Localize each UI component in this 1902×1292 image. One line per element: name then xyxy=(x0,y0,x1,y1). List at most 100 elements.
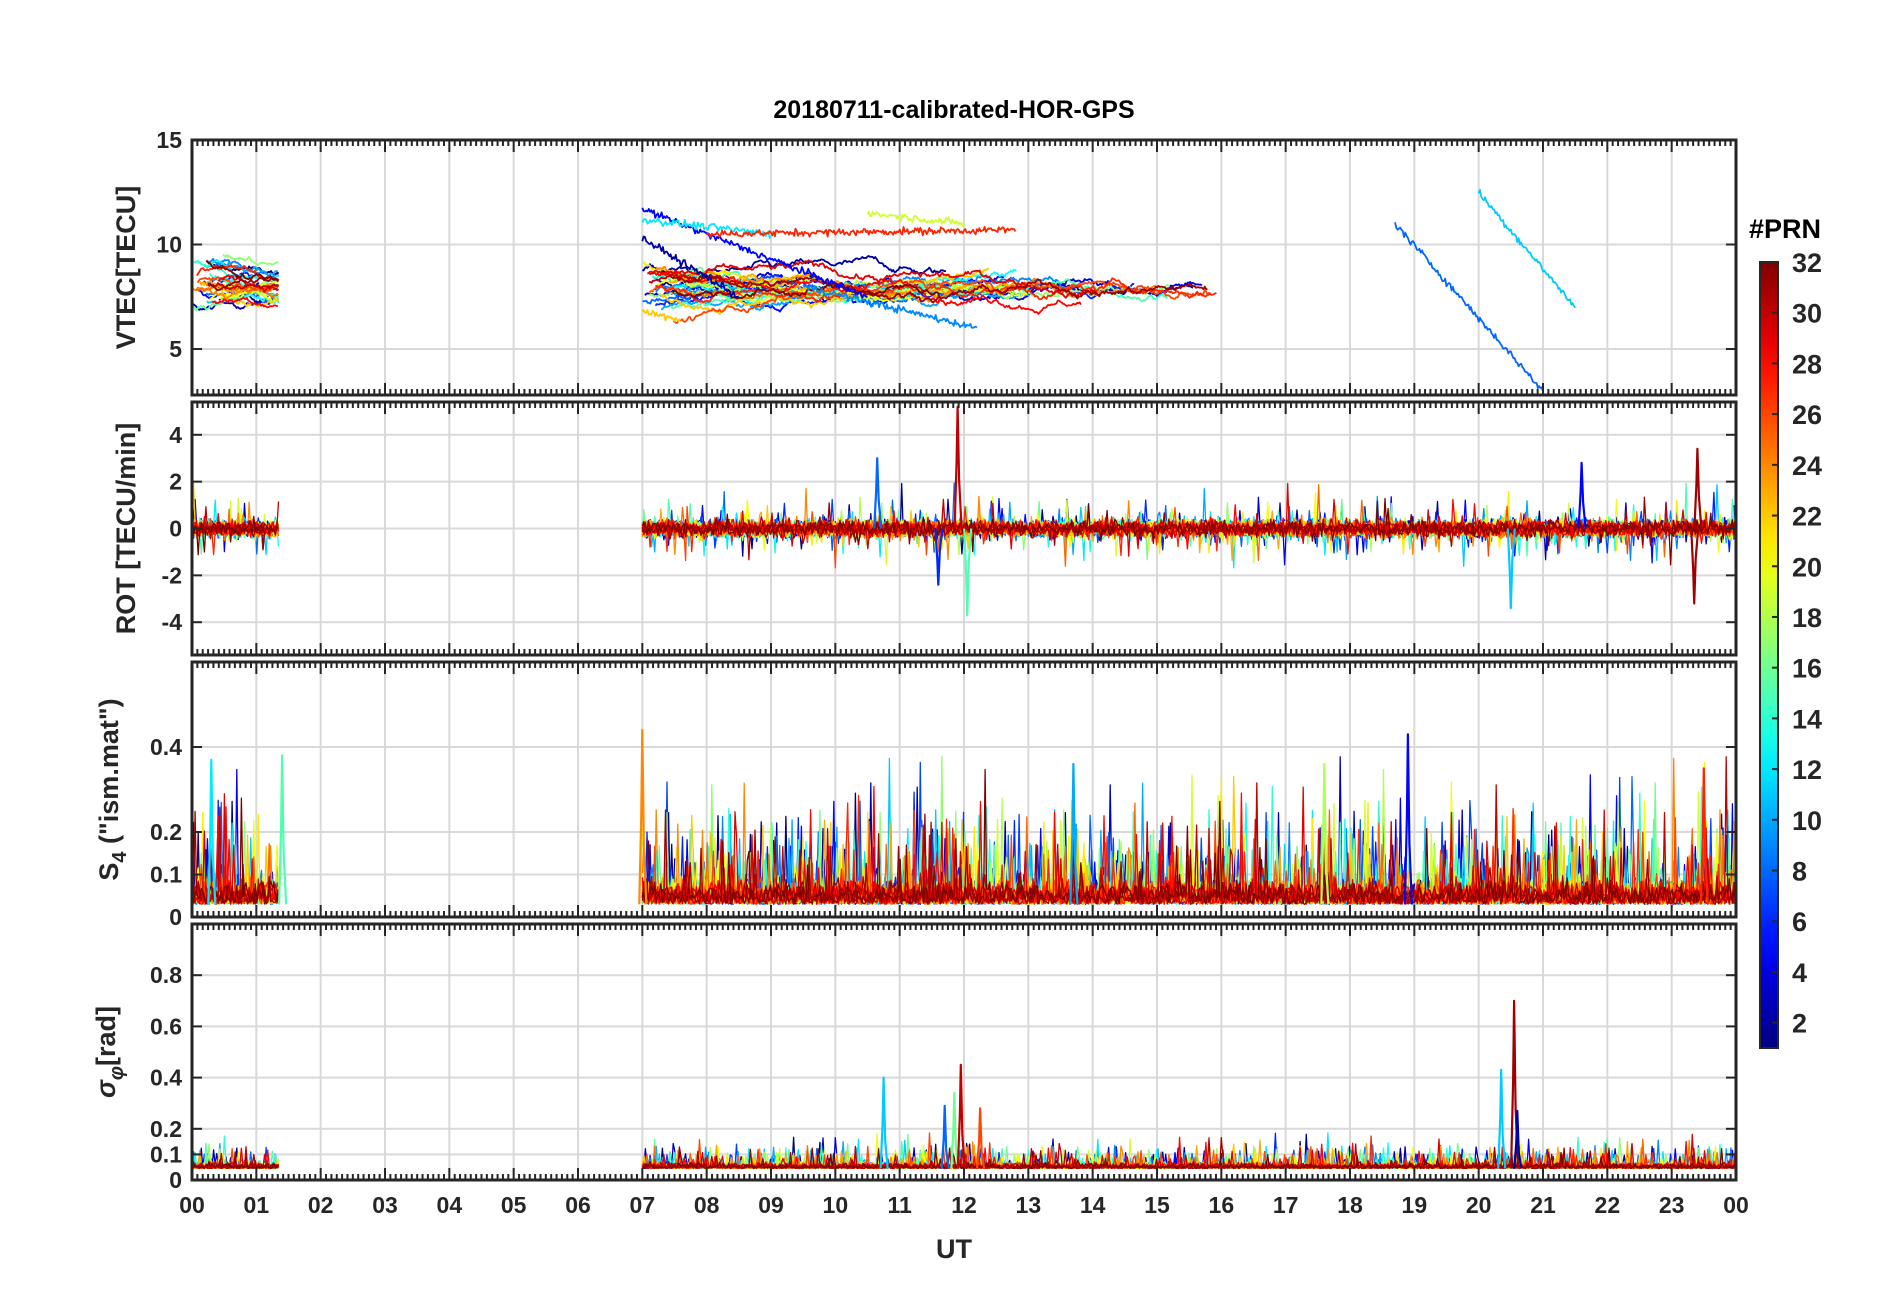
y-tick-label: 5 xyxy=(169,336,182,362)
series-prn-29 xyxy=(648,259,1097,299)
x-tick-label: 18 xyxy=(1337,1192,1363,1218)
series-prn-28 xyxy=(646,270,1082,315)
series-prn-13 xyxy=(670,268,1017,306)
y-tick-label: -2 xyxy=(162,562,182,588)
series-prn-26 xyxy=(672,278,1211,324)
x-tick-label: 20 xyxy=(1466,1192,1492,1218)
colorbar-tick-label: 2 xyxy=(1792,1009,1807,1039)
colorbar-tick-label: 16 xyxy=(1792,654,1822,684)
series-prn-22 xyxy=(661,267,990,315)
y-tick-label: 0.1 xyxy=(150,1141,182,1167)
series-group xyxy=(192,189,1576,392)
y-tick-label: 0.2 xyxy=(150,819,182,845)
colorbar-bar xyxy=(1759,261,1779,1049)
panel-rot: -4 -2 0 2 4 ROT [TECU/min] xyxy=(111,400,1738,657)
colorbar-tick-label: 8 xyxy=(1792,857,1807,887)
x-axis-label: UT xyxy=(936,1234,972,1264)
colorbar-tick-label: 30 xyxy=(1792,299,1822,329)
series-prn-15 xyxy=(963,528,973,617)
x-tick-label: 05 xyxy=(501,1192,527,1218)
y-tick-label: 0.8 xyxy=(150,962,182,988)
x-tick-label: 16 xyxy=(1209,1192,1235,1218)
y-tick-label: 0 xyxy=(169,516,182,542)
series-prn-11 xyxy=(1477,189,1576,309)
y-axis-label: ROT [TECU/min] xyxy=(111,423,141,634)
x-tick-label: 12 xyxy=(951,1192,977,1218)
x-tick-label: 13 xyxy=(1016,1192,1042,1218)
series-prn-32 xyxy=(642,1147,1736,1170)
x-tick-label: 06 xyxy=(565,1192,591,1218)
series-prn-6 xyxy=(934,528,944,586)
series-prn-17 xyxy=(222,254,279,266)
y-tick-label: 0.4 xyxy=(150,734,182,760)
series-prn-31 xyxy=(1690,528,1700,605)
series-prn-32 xyxy=(192,1162,279,1170)
series-prn-19 xyxy=(866,210,965,227)
y-axis-label-main: σ xyxy=(91,1079,121,1098)
x-tick-label: 04 xyxy=(437,1192,463,1218)
colorbar-tick-label: 24 xyxy=(1792,451,1822,481)
x-tick-label: 10 xyxy=(823,1192,849,1218)
panel-sigma_phi: 00.10.2 0.4 0.6 0.8 σφ[rad] xyxy=(91,922,1738,1193)
x-tick-label: 07 xyxy=(630,1192,656,1218)
x-tick-label: 22 xyxy=(1595,1192,1621,1218)
y-axis-label-rest: ("ism.mat") xyxy=(94,698,124,851)
x-tick-label: 09 xyxy=(758,1192,784,1218)
x-tick-label: 08 xyxy=(694,1192,720,1218)
series-prn-8 xyxy=(873,457,883,529)
y-axis-label: VTEC[TECU] xyxy=(111,186,141,350)
y-axis-label: σφ[rad] xyxy=(91,1006,128,1098)
y-axis-label-sub: 4 xyxy=(109,851,131,863)
colorbar-tick-label: 12 xyxy=(1792,755,1822,785)
colorbar-tick-label: 22 xyxy=(1792,502,1822,532)
x-tick-label: 11 xyxy=(888,1192,913,1218)
series-prn-30 xyxy=(648,273,748,289)
series-prn-11 xyxy=(879,1076,889,1169)
x-tick-label: 00 xyxy=(179,1192,205,1218)
colorbar-tick-label: 6 xyxy=(1792,907,1807,937)
x-tick-label: 19 xyxy=(1402,1192,1428,1218)
series-prn-27 xyxy=(706,226,1017,238)
series-prn-28 xyxy=(211,296,278,309)
series-prn-22 xyxy=(641,309,682,322)
colorbar-tick-label: 32 xyxy=(1792,248,1822,278)
series-prn-5 xyxy=(1577,461,1587,529)
series-prn-32 xyxy=(671,283,941,300)
panel-vtec: 5 10 15 VTEC[TECU] xyxy=(111,127,1738,397)
x-tick-label: 01 xyxy=(244,1192,270,1218)
series-prn-11 xyxy=(1506,528,1516,610)
series-prn-16 xyxy=(950,1091,960,1169)
series-prn-32 xyxy=(192,515,279,556)
y-axis-label: S4 ("ism.mat") xyxy=(94,698,131,880)
series-group xyxy=(192,405,1736,617)
series-prn-30 xyxy=(210,282,280,290)
series-prn-32 xyxy=(641,497,1736,566)
y-tick-label: 0 xyxy=(169,1167,182,1193)
series-prn-15 xyxy=(278,754,288,905)
series-prn-24 xyxy=(638,728,648,905)
y-axis-label-sub: φ xyxy=(106,1066,128,1080)
y-tick-label: 0.6 xyxy=(150,1013,182,1039)
series-prn-32 xyxy=(192,797,280,905)
colorbar-tick-label: 18 xyxy=(1792,603,1822,633)
series-prn-18 xyxy=(1320,762,1330,905)
series-prn-5 xyxy=(1403,733,1413,905)
series-prn-31 xyxy=(192,520,279,551)
y-tick-label: 0.2 xyxy=(150,1116,182,1142)
series-group xyxy=(192,728,1736,905)
series-prn-2 xyxy=(641,235,739,299)
x-tick-label: 02 xyxy=(308,1192,334,1218)
series-prn-27 xyxy=(196,264,279,281)
y-tick-label: 0 xyxy=(169,904,182,930)
colorbar-tick-label: 14 xyxy=(1792,704,1822,734)
x-tick-label: 03 xyxy=(372,1192,398,1218)
y-tick-label: 0.4 xyxy=(150,1065,182,1091)
series-group xyxy=(192,999,1736,1170)
series-prn-26 xyxy=(976,1107,986,1169)
y-tick-label: 2 xyxy=(169,469,182,495)
y-axis-label-main: S xyxy=(94,863,124,881)
colorbar-tick-label: 28 xyxy=(1792,349,1822,379)
chart-title: 20180711-calibrated-HOR-GPS xyxy=(773,96,1134,124)
